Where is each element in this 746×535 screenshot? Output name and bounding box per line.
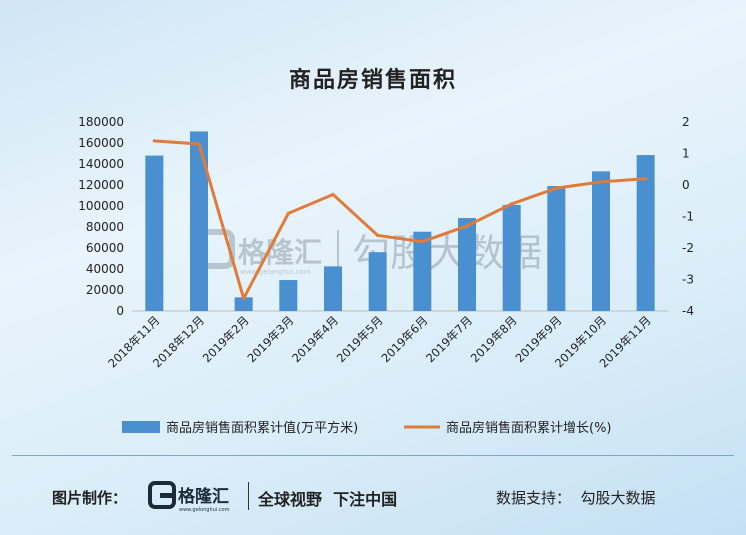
legend-bar-label: 商品房销售面积累计值(万平方米) [166,420,358,436]
x-tick-label: 2019年4月 [289,313,341,365]
bar [547,186,566,311]
line-point [420,240,424,244]
footer-divider [12,455,734,456]
y-left-tick-label: 140000 [78,157,124,171]
footer-separator [248,482,249,510]
legend-line-label: 商品房销售面积累计增长(%) [446,420,612,436]
y-left-tick-label: 40000 [86,262,124,276]
logo-url: www.gelonghui.com [179,507,230,513]
y-right-tick-label: 1 [682,147,690,161]
y-left-tick-label: 0 [116,304,124,318]
line-point [197,142,201,146]
line-point [331,192,335,197]
y-right-tick-label: 2 [682,115,690,129]
y-right-tick-label: -3 [682,273,694,287]
line-point [286,211,290,215]
x-tick-label: 2019年2月 [200,313,252,365]
bar [145,155,164,311]
bar [324,266,342,311]
y-left-tick-label: 60000 [86,241,124,255]
line-point [465,224,469,228]
bar [190,131,208,311]
line-point [510,202,514,206]
line-point [644,177,648,181]
line-point [599,180,603,184]
made-by-label: 图片制作： [52,489,128,507]
line-point [376,233,380,237]
line-point [242,296,246,300]
growth-line [154,139,646,300]
bar [502,204,521,311]
y-left-tick-label: 20000 [86,283,124,297]
bar [636,155,655,311]
y-left-tick-label: 80000 [86,220,124,234]
chart-panel: 商品房销售面积 格隆汇 www.gelonghui.com 勾股大数据 0 20000 4… [78,68,694,436]
bar [234,297,253,311]
legend-bar-swatch [122,421,160,433]
y-right-tick-label: -2 [682,241,694,255]
logo-text: 格隆汇 [178,486,229,507]
bar [279,280,298,311]
bar [413,231,432,311]
x-tick-label: 2019年6月 [378,313,430,365]
y-right-tick-label: -4 [682,304,694,318]
x-tick-label: 2019年7月 [423,313,475,365]
gelonghui-logo: 格隆汇 www.gelonghui.com [148,481,230,513]
x-tick-label: 2019年8月 [468,313,520,365]
y-right-tick-label: 0 [682,178,690,192]
watermark-brand: 格隆汇 [238,236,322,269]
y-left-tick-label: 100000 [78,199,124,213]
x-tick-label: 2019年5月 [334,313,386,365]
footer: 图片制作： 格隆汇 www.gelonghui.com 全球视野 下注中国 数据… [0,470,746,520]
y-left-tick-label: 120000 [78,178,124,192]
bar [592,171,610,311]
data-support: 数据支持： 勾股大数据 [496,489,656,507]
bar [458,218,476,311]
chart-title: 商品房销售面积 [288,68,457,93]
watermark-site: www.gelonghui.com [240,268,311,276]
bar [368,252,387,311]
y-left-tick-label: 180000 [78,115,124,129]
y-right-tick-label: -1 [682,210,694,224]
y-left-tick-label: 160000 [78,136,124,150]
line-point [152,139,156,143]
x-tick-label: 2019年3月 [244,313,296,365]
line-point [554,186,558,190]
footer-slogan: 全球视野 下注中国 [258,490,398,509]
